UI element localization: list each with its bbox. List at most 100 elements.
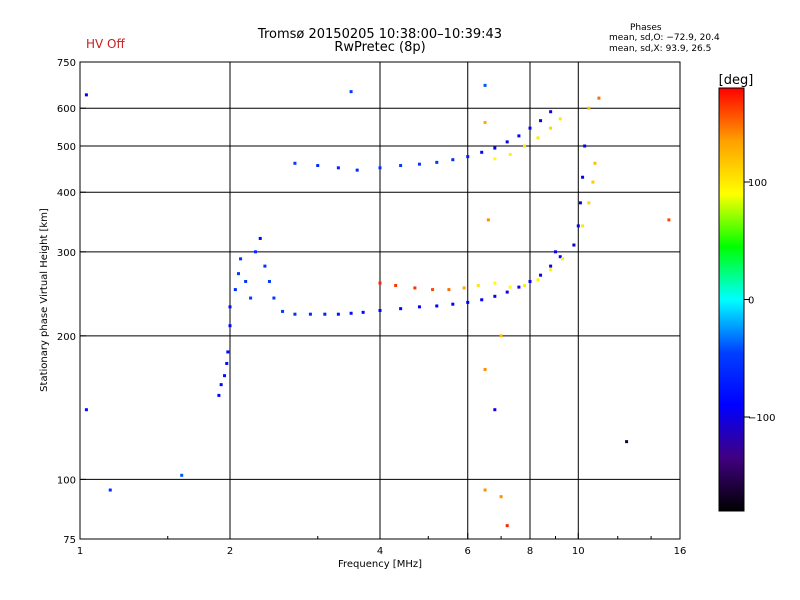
data-point <box>263 264 267 268</box>
data-point <box>223 374 227 378</box>
data-point <box>349 90 353 94</box>
data-point <box>249 296 253 300</box>
x-tick-label: 2 <box>227 546 233 557</box>
y-axis-label: Stationary phase Virtual Height [km] <box>39 208 50 392</box>
data-point <box>399 164 403 168</box>
colorbar-tick-label: 0 <box>748 296 754 307</box>
data-point <box>462 286 466 290</box>
data-point <box>517 134 521 138</box>
x-tick-label: 8 <box>527 546 533 557</box>
data-point <box>466 155 470 159</box>
data-point <box>378 308 382 312</box>
data-point <box>667 218 671 222</box>
data-point <box>576 224 580 228</box>
data-point <box>528 279 532 283</box>
data-point <box>226 350 230 354</box>
colorbar-ticks: 100 0 −100 <box>744 178 775 424</box>
data-point <box>480 298 484 302</box>
data-point <box>236 272 240 276</box>
data-point <box>272 296 276 300</box>
data-point <box>417 305 421 309</box>
data-point <box>493 294 497 298</box>
data-point <box>84 93 88 97</box>
data-point <box>336 166 340 170</box>
data-point <box>536 278 540 282</box>
data-point <box>625 440 629 444</box>
data-point <box>244 279 248 283</box>
y-axis-ticks: 75 100 200 300 400 500 600 750 <box>57 58 86 546</box>
data-points <box>84 83 671 528</box>
y-tick-label: 100 <box>57 475 76 486</box>
data-point <box>505 140 509 144</box>
y-tick-label: 400 <box>57 188 76 199</box>
data-point <box>483 488 487 492</box>
data-point <box>466 300 470 304</box>
data-point <box>508 152 512 156</box>
x-tick-label: 10 <box>572 546 585 557</box>
x-axis-ticks: 1 2 4 6 8 10 16 <box>77 533 687 557</box>
data-point <box>308 312 312 316</box>
data-point <box>225 361 229 365</box>
data-point <box>378 166 382 170</box>
colorbar-unit-label: [deg] <box>719 73 754 88</box>
data-point <box>578 201 582 205</box>
data-point <box>493 281 497 285</box>
y-tick-label: 600 <box>57 104 76 115</box>
data-point <box>593 161 597 165</box>
data-point <box>258 236 262 240</box>
data-point <box>435 304 439 308</box>
chart-subtitle: RwPretec (8p) <box>334 40 426 55</box>
colorbar: [deg] 100 0 −100 <box>718 73 775 512</box>
data-point <box>581 175 585 179</box>
data-point <box>349 311 353 315</box>
data-point <box>587 201 591 205</box>
data-point <box>572 243 576 247</box>
data-point <box>476 283 480 287</box>
data-point <box>539 273 543 277</box>
data-point <box>591 180 595 184</box>
x-tick-label: 4 <box>377 546 383 557</box>
data-point <box>549 110 553 114</box>
data-point <box>84 408 88 412</box>
data-point <box>549 264 553 268</box>
data-point <box>451 158 455 162</box>
data-point <box>323 312 327 316</box>
data-point <box>413 286 417 290</box>
data-point <box>523 283 527 287</box>
data-point <box>517 285 521 289</box>
data-point <box>394 283 398 287</box>
x-tick-label: 1 <box>77 546 83 557</box>
data-point <box>505 524 509 528</box>
data-point <box>451 302 455 306</box>
data-point <box>536 136 540 140</box>
data-point <box>587 106 591 110</box>
data-point <box>378 281 382 285</box>
data-point <box>499 334 503 338</box>
y-tick-label: 500 <box>57 142 76 153</box>
plot-grid <box>80 62 680 539</box>
data-point <box>228 305 232 309</box>
data-point <box>493 157 497 161</box>
hv-status-label: HV Off <box>86 37 125 51</box>
data-point <box>549 126 553 130</box>
colorbar-gradient <box>718 87 745 512</box>
data-point <box>228 324 232 328</box>
data-point <box>217 393 221 397</box>
data-point <box>293 161 297 165</box>
data-point <box>417 162 421 166</box>
data-point <box>508 285 512 289</box>
data-point <box>499 495 503 499</box>
data-point <box>480 150 484 154</box>
data-point <box>581 224 585 228</box>
y-tick-label: 300 <box>57 248 76 259</box>
data-point <box>399 307 403 311</box>
data-point <box>549 268 553 272</box>
data-point <box>447 288 451 292</box>
data-point <box>523 144 527 148</box>
colorbar-tick-label: −100 <box>748 413 775 424</box>
x-tick-label: 16 <box>674 546 687 557</box>
data-point <box>180 473 184 477</box>
data-point <box>483 367 487 371</box>
phases-x-stats: mean, sd,X: 93.9, 26.5 <box>609 44 712 54</box>
data-point <box>316 164 320 168</box>
